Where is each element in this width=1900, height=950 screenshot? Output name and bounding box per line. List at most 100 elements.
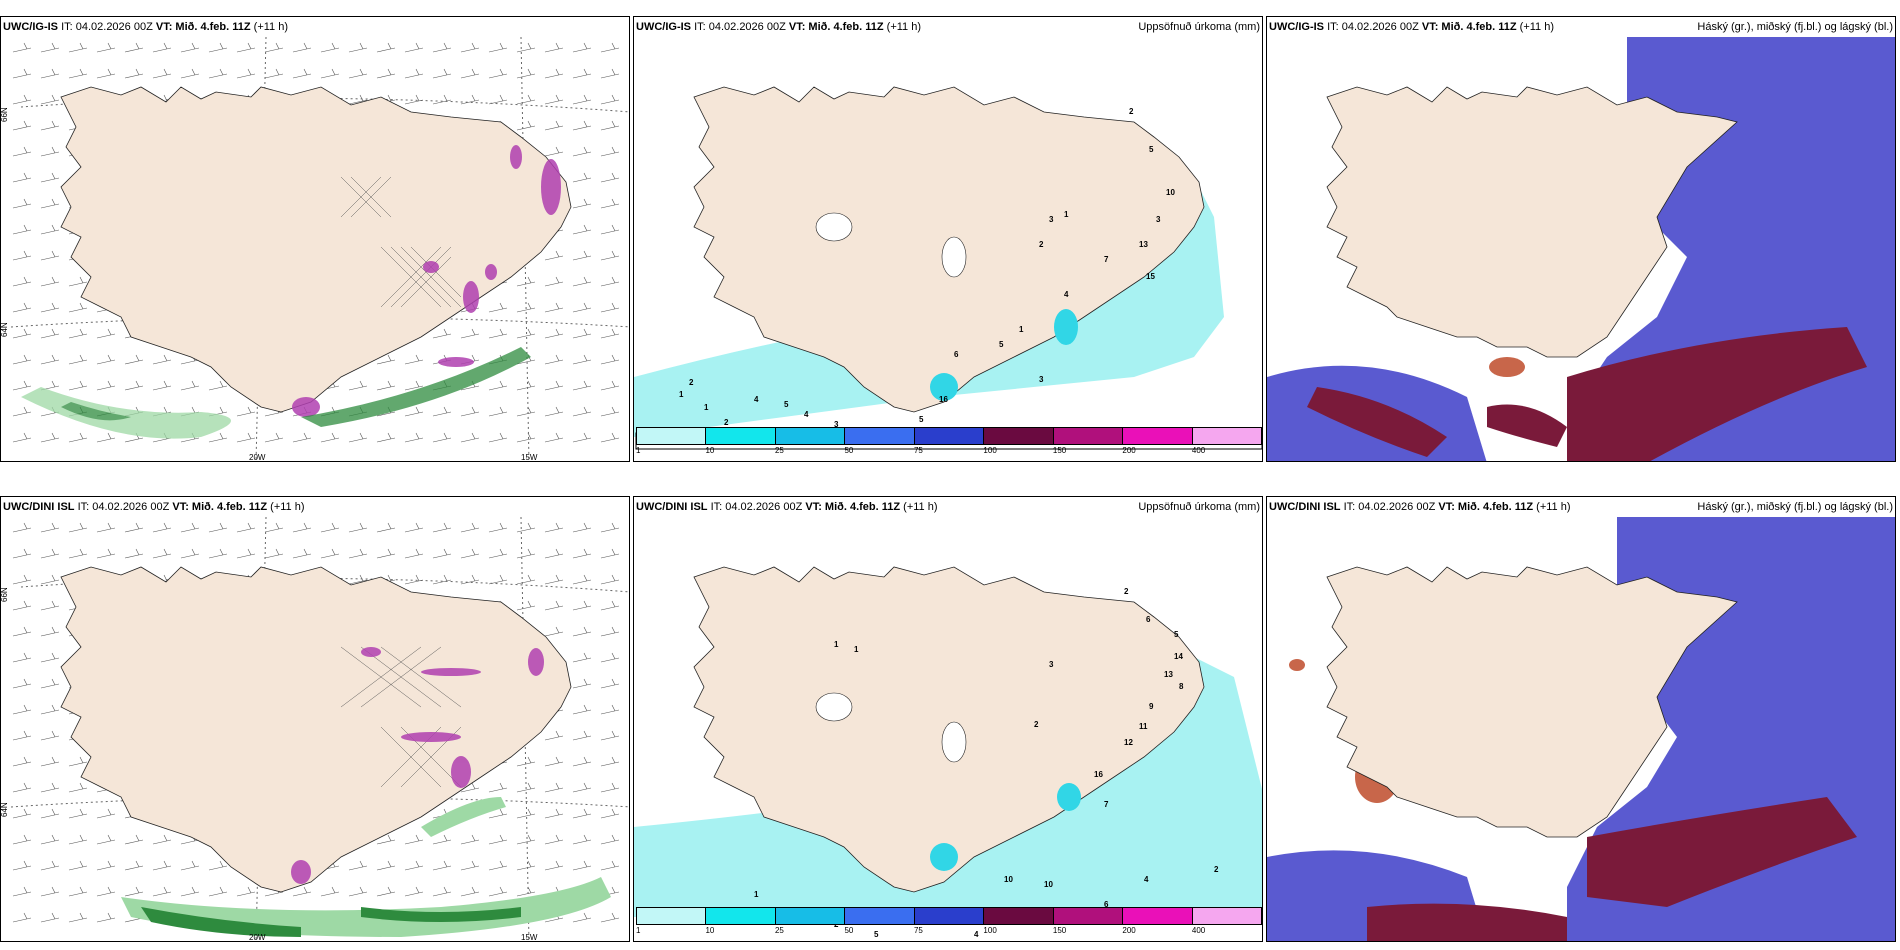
wind-barb — [68, 302, 88, 313]
wind-barb — [404, 432, 424, 443]
wind-barb — [124, 354, 144, 365]
cloud-low — [1367, 903, 1567, 941]
wind-barb — [544, 250, 564, 261]
wind-barb — [68, 68, 88, 79]
svg-text:5: 5 — [999, 340, 1004, 349]
wind-barb — [404, 886, 424, 897]
map-clouds-igis — [1267, 37, 1895, 461]
wind-barb — [600, 406, 620, 417]
wind-barb — [40, 834, 60, 845]
wind-barb — [460, 574, 480, 585]
wind-barb — [40, 328, 60, 339]
wind-barb — [12, 406, 32, 417]
wind-barb — [572, 198, 592, 209]
wind-barb — [572, 756, 592, 767]
wind-barb — [600, 574, 620, 585]
svg-text:66N: 66N — [1, 107, 9, 122]
wind-barb — [348, 522, 368, 533]
wind-barb — [152, 354, 172, 365]
wind-barb — [516, 406, 536, 417]
wind-barb — [236, 548, 256, 559]
wind-barb — [432, 94, 452, 105]
wind-barb — [572, 548, 592, 559]
valid-time: VT: Mið. 4.feb. 11Z — [805, 501, 901, 513]
svg-text:1: 1 — [834, 640, 839, 649]
wind-barb — [376, 42, 396, 53]
wind-barb — [376, 68, 396, 79]
wind-barb — [376, 860, 396, 871]
wind-barb — [488, 782, 508, 793]
wind-barb — [488, 42, 508, 53]
wind-barb — [460, 94, 480, 105]
wind-barb — [12, 600, 32, 611]
snow-hatch — [340, 646, 462, 788]
wind-barb — [320, 886, 340, 897]
svg-text:9: 9 — [1149, 702, 1154, 711]
wind-barb — [12, 68, 32, 79]
svg-text:5: 5 — [784, 400, 789, 409]
wind-barb — [488, 886, 508, 897]
wind-barb — [12, 548, 32, 559]
wind-barb — [600, 172, 620, 183]
wind-barb — [12, 808, 32, 819]
wind-barb — [516, 68, 536, 79]
init-time: IT: 04.02.2026 00Z — [1343, 501, 1436, 513]
panel-header: UWC/DINI ISL IT: 04.02.2026 00Z VT: Mið.… — [1, 497, 629, 517]
wind-barb — [404, 834, 424, 845]
svg-text:4: 4 — [1144, 875, 1149, 884]
colorbar-label: 10 — [705, 926, 715, 935]
wind-barb — [40, 172, 60, 183]
svg-text:6: 6 — [954, 350, 959, 359]
wind-barb — [124, 522, 144, 533]
wind-barb — [12, 782, 32, 793]
panel-header: UWC/DINI ISL IT: 04.02.2026 00Z VT: Mið.… — [1267, 497, 1895, 517]
wind-barb — [544, 94, 564, 105]
wind-barb — [572, 704, 592, 715]
colorbar-swatch — [775, 428, 846, 444]
wind-barb — [12, 432, 32, 443]
svg-text:8: 8 — [1179, 682, 1184, 691]
wind-barb — [544, 276, 564, 287]
wind-barb — [460, 328, 480, 339]
cloud-low — [1307, 387, 1447, 457]
map-wind-precip-dini: 66N 64N 20W 15W — [1, 516, 629, 941]
wind-barb — [348, 886, 368, 897]
wind-barb — [516, 328, 536, 339]
wind-barb — [376, 522, 396, 533]
svg-text:1: 1 — [1064, 210, 1069, 219]
svg-text:1: 1 — [854, 645, 859, 654]
iceland-land — [60, 566, 572, 893]
wind-barb — [68, 860, 88, 871]
wind-barb — [544, 380, 564, 391]
wind-barb — [572, 328, 592, 339]
colorbar-label: 25 — [774, 926, 784, 935]
wind-barb — [572, 860, 592, 871]
panel-dini-wind: UWC/DINI ISL IT: 04.02.2026 00Z VT: Mið.… — [0, 496, 630, 942]
wind-barb — [180, 860, 200, 871]
wind-barb — [96, 380, 116, 391]
wind-barb — [12, 120, 32, 131]
panel-header: UWC/IG-IS IT: 04.02.2026 00Z VT: Mið. 4.… — [1267, 17, 1895, 37]
wind-barb — [348, 42, 368, 53]
wind-barb — [180, 68, 200, 79]
svg-text:2: 2 — [1034, 720, 1039, 729]
wind-barb — [68, 548, 88, 559]
wind-barb — [208, 432, 228, 443]
panel-title: Háský (gr.), miðský (fj.bl.) og lágský (… — [1697, 21, 1893, 33]
wind-barb — [152, 68, 172, 79]
valid-time: VT: Mið. 4.feb. 11Z — [788, 21, 884, 33]
lead-time: (+11 h) — [886, 21, 922, 33]
svg-text:3: 3 — [1039, 375, 1044, 384]
wind-barb — [40, 250, 60, 261]
wind-barb — [544, 600, 564, 611]
svg-text:3: 3 — [834, 420, 839, 429]
wind-barb — [600, 652, 620, 663]
wind-barb — [208, 548, 228, 559]
wind-barb — [12, 522, 32, 533]
wind-barb — [12, 94, 32, 105]
wind-barb — [12, 302, 32, 313]
wind-barb — [600, 42, 620, 53]
wind-barb — [460, 548, 480, 559]
wind-barb — [320, 432, 340, 443]
svg-text:2: 2 — [724, 418, 729, 427]
